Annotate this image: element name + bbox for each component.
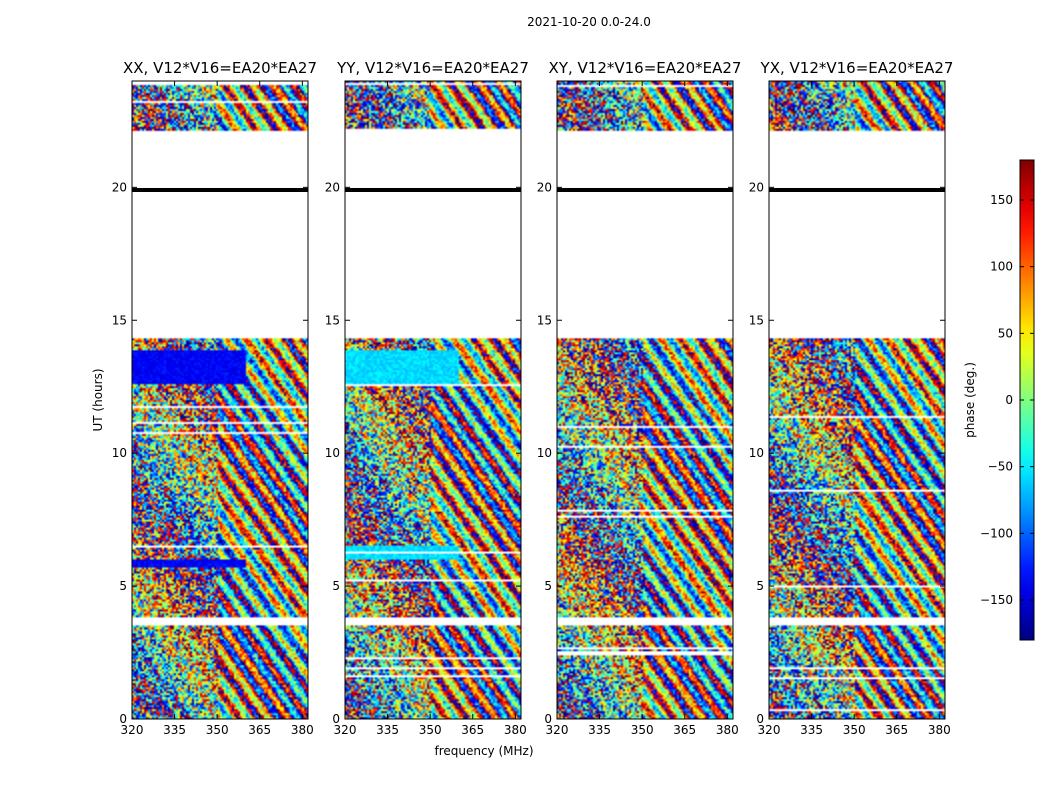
colorbar-label: phase (deg.) xyxy=(963,362,977,438)
colorbar-tick-label: −100 xyxy=(980,526,1013,540)
colorbar-tick-label: 50 xyxy=(998,326,1013,340)
panel-2: YY, V12*V16=EA20*EA27 320 335 350 365 380 0 5 10… xyxy=(325,59,529,737)
y-tick-label: 10 xyxy=(112,446,127,460)
panel-title-2: YY, V12*V16=EA20*EA27 xyxy=(336,59,529,77)
x-tick-label: 335 xyxy=(376,723,399,737)
x-tick-label: 335 xyxy=(163,723,186,737)
colorbar-tick-label: 150 xyxy=(990,193,1013,207)
marker-line-1 xyxy=(132,187,308,192)
x-tick-label: 365 xyxy=(673,723,696,737)
x-tick-label: 350 xyxy=(631,723,654,737)
x-tick-label: 365 xyxy=(885,723,908,737)
y-tick-label: 0 xyxy=(756,712,764,726)
x-tick-label: 335 xyxy=(588,723,611,737)
y-tick-label: 0 xyxy=(332,712,340,726)
colorbar-tick-label: 0 xyxy=(1005,393,1013,407)
panel-title-1: XX, V12*V16=EA20*EA27 xyxy=(123,59,317,77)
marker-line-2 xyxy=(345,187,521,192)
x-tick-label: 380 xyxy=(716,723,739,737)
y-tick-label: 15 xyxy=(537,313,552,327)
panel-4: YX, V12*V16=EA20*EA27 320 335 350 365 380 0 5 10… xyxy=(749,59,954,737)
x-tick-label: 320 xyxy=(334,723,357,737)
panel-3: XY, V12*V16=EA20*EA27 320 335 350 365 380 0 5 10… xyxy=(537,59,742,737)
panel-frame-1 xyxy=(131,80,309,720)
y-axis-label: UT (hours) xyxy=(91,368,105,431)
panels: XX, V12*V16=EA20*EA27 320 335 350 365 380 0 5 10… xyxy=(91,59,953,737)
x-tick-label: 350 xyxy=(843,723,866,737)
shared-xlabel: frequency (MHz) xyxy=(434,744,533,758)
y-tick-label: 15 xyxy=(112,313,127,327)
x-tick-label: 335 xyxy=(800,723,823,737)
phase-heatmap-2 xyxy=(345,81,521,719)
y-tick-label: 15 xyxy=(325,313,340,327)
y-tick-label: 15 xyxy=(749,313,764,327)
phase-heatmap-1 xyxy=(132,81,308,719)
panel-title-3: XY, V12*V16=EA20*EA27 xyxy=(549,59,742,77)
y-tick-label: 10 xyxy=(749,446,764,460)
y-tick-label: 10 xyxy=(537,446,552,460)
x-tick-label: 365 xyxy=(248,723,271,737)
x-tick-label: 380 xyxy=(291,723,314,737)
colorbar-tick-label: −50 xyxy=(988,460,1013,474)
panel-title-4: YX, V12*V16=EA20*EA27 xyxy=(760,59,954,77)
x-tick-label: 350 xyxy=(419,723,442,737)
figure-title: 2021-10-20 0.0-24.0 xyxy=(527,15,651,29)
x-tick-label: 320 xyxy=(121,723,144,737)
y-tick-label: 0 xyxy=(119,712,127,726)
x-tick-label: 350 xyxy=(206,723,229,737)
y-tick-label: 20 xyxy=(537,180,552,194)
x-tick-label: 380 xyxy=(504,723,527,737)
phase-heatmap-4 xyxy=(769,81,945,719)
marker-line-3 xyxy=(557,187,733,192)
marker-line-4 xyxy=(769,187,945,192)
y-tick-label: 5 xyxy=(544,579,552,593)
panel-frame-3 xyxy=(556,80,734,720)
y-tick-label: 0 xyxy=(544,712,552,726)
colorbar: 150 100 50 0 −50 −100 −150 phase (deg.) xyxy=(963,159,1035,641)
y-tick-label: 5 xyxy=(756,579,764,593)
y-tick-label: 20 xyxy=(749,180,764,194)
x-tick-label: 365 xyxy=(461,723,484,737)
phase-heatmap-3 xyxy=(557,81,733,719)
colorbar-tick-label: −150 xyxy=(980,593,1013,607)
panel-1: XX, V12*V16=EA20*EA27 320 335 350 365 380 0 5 10… xyxy=(91,59,317,737)
y-tick-label: 20 xyxy=(112,180,127,194)
y-tick-label: 20 xyxy=(325,180,340,194)
colorbar-tick-label: 100 xyxy=(990,260,1013,274)
y-tick-label: 5 xyxy=(332,579,340,593)
y-tick-label: 10 xyxy=(325,446,340,460)
y-tick-label: 5 xyxy=(119,579,127,593)
x-tick-label: 320 xyxy=(546,723,569,737)
x-tick-label: 320 xyxy=(758,723,781,737)
panel-frame-4 xyxy=(768,80,946,720)
x-tick-label: 380 xyxy=(928,723,951,737)
panel-frame-2 xyxy=(344,80,522,720)
